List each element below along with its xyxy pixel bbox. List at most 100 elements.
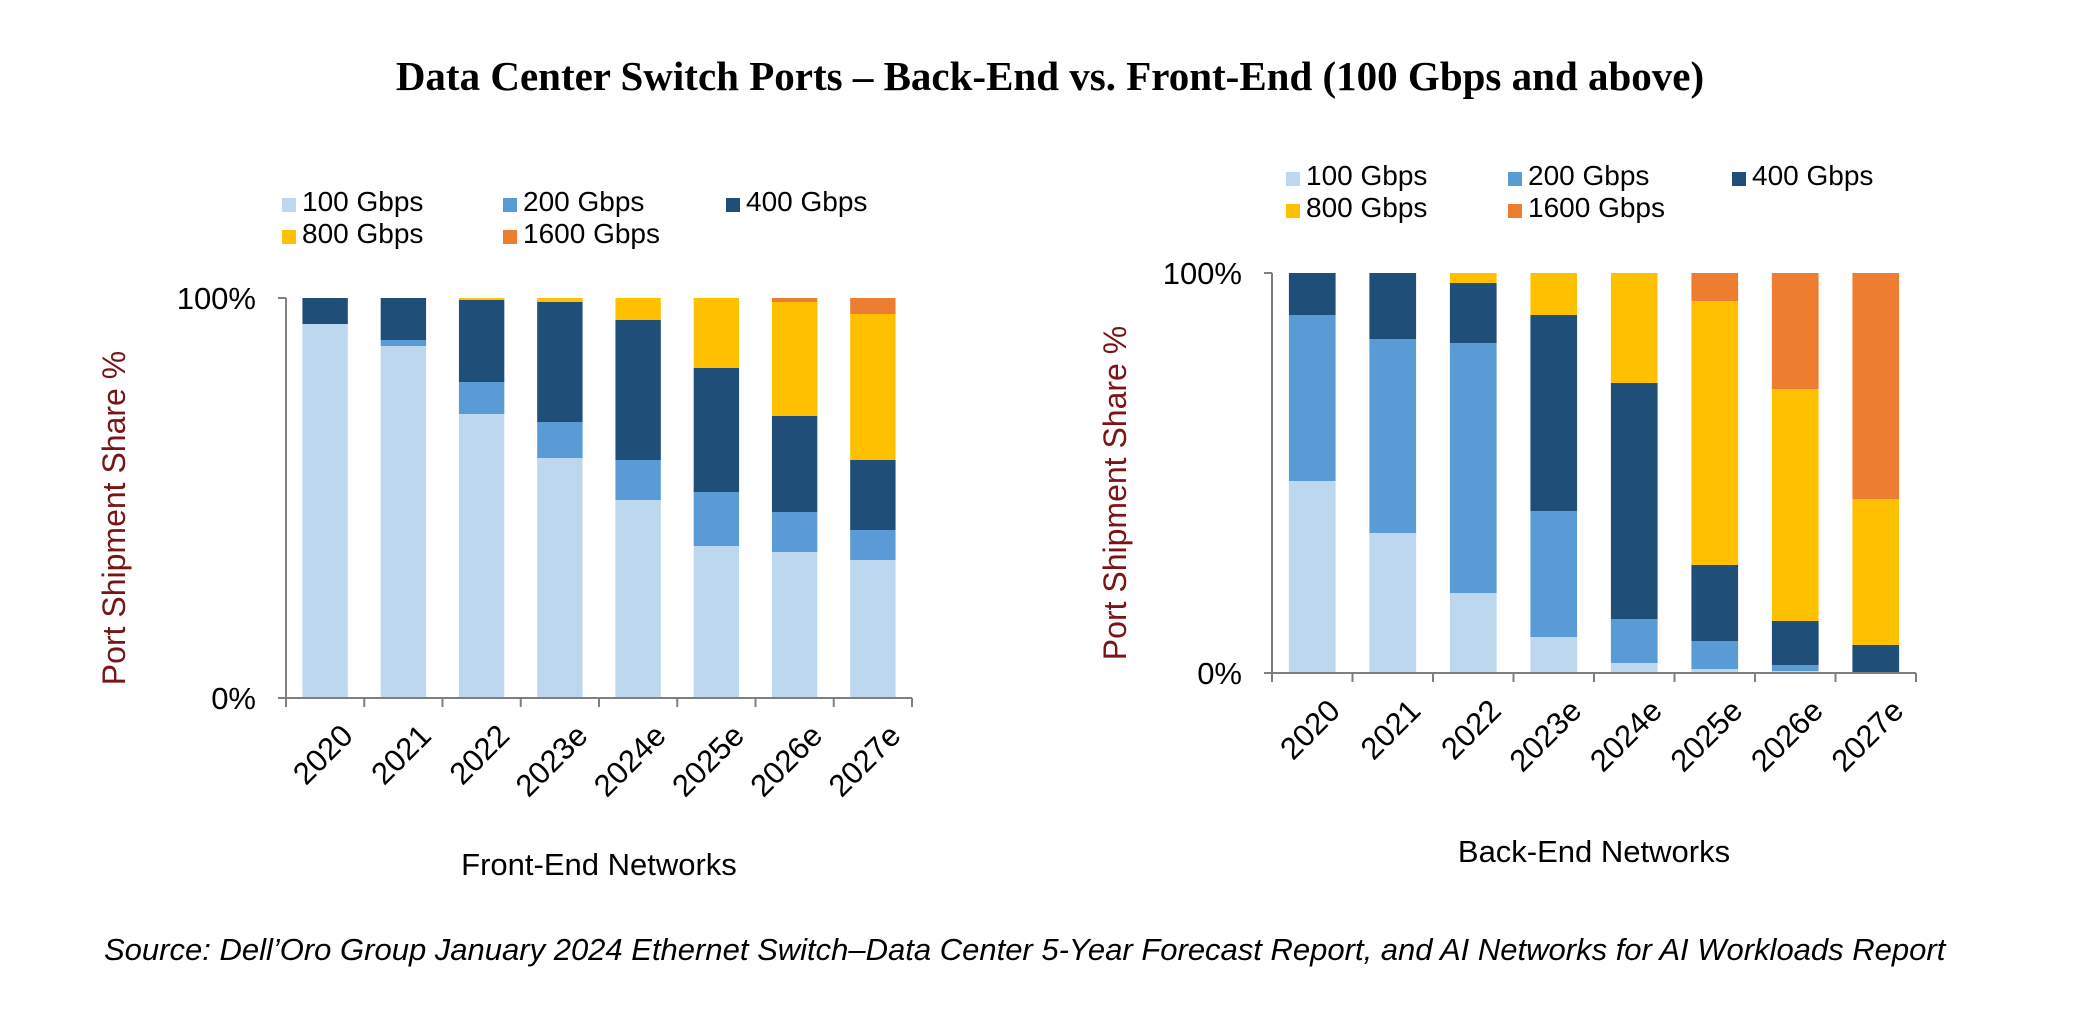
bar-segment (302, 298, 348, 324)
bar-segment (1771, 389, 1819, 621)
x-tick-label: 2027e (1825, 693, 1911, 779)
legend-swatch-200-gbps (503, 198, 517, 212)
x-tick-label: 2020 (1273, 693, 1347, 767)
bar-segment (458, 414, 505, 698)
y-tick-label: 0% (211, 681, 256, 716)
x-tick-label: 2026e (743, 718, 829, 804)
bar-segment (850, 298, 896, 314)
bar-segment (1449, 273, 1497, 283)
x-tick-label: 2024e (1583, 693, 1669, 779)
bar-segment (1288, 315, 1336, 481)
x-tick-label: 2025e (665, 718, 751, 804)
bar-segment (1691, 301, 1739, 565)
bar-segment (771, 552, 818, 698)
legend-label: 800 Gbps (1306, 192, 1427, 223)
x-tick-label: 2021 (364, 718, 438, 792)
x-tick-label: 2024e (587, 718, 673, 804)
bar-segment (1610, 619, 1658, 663)
bar-segment (302, 324, 348, 698)
bar-segment (771, 416, 818, 512)
legend-swatch-100-gbps (1286, 172, 1300, 186)
bar-segment (1288, 481, 1336, 673)
bar-segment (537, 302, 583, 422)
bar-segment (1691, 273, 1739, 301)
legend-label: 400 Gbps (1752, 160, 1873, 191)
legend-label: 200 Gbps (1528, 160, 1649, 191)
x-tick-label: 2020 (286, 718, 360, 792)
x-tick-label: 2022 (443, 718, 517, 792)
bar-segment (1691, 565, 1739, 641)
legend-label: 800 Gbps (302, 218, 423, 249)
bar-segment (771, 512, 818, 552)
legend-swatch-1600-gbps (503, 230, 517, 244)
bar-segment (1530, 637, 1578, 673)
y-tick-label: 100% (177, 281, 256, 316)
legend-label: 100 Gbps (302, 186, 423, 217)
bar-segment (1369, 339, 1417, 533)
bar-segment (771, 298, 818, 302)
bar-segment (1369, 533, 1417, 673)
bar-segment (537, 422, 583, 458)
bar-segment (1530, 315, 1578, 511)
legend-label: 100 Gbps (1306, 160, 1427, 191)
bar-segment (850, 530, 896, 560)
legend-label: 1600 Gbps (1528, 192, 1665, 223)
x-tick-label: 2023e (509, 718, 595, 804)
bar-segment (1449, 283, 1497, 343)
bar-segment (771, 302, 818, 416)
bar-segment (1369, 273, 1417, 339)
bar-segment (1610, 383, 1658, 619)
back-end-chart: 100 Gbps 200 Gbps 400 Gbps 800 Gbps 1600 Gbp… (1097, 160, 1917, 869)
bar-segment (615, 500, 661, 698)
front-end-chart: 100 Gbps 200 Gbps 400 Gbps 800 Gbps 1600 Gbp… (96, 186, 913, 882)
x-axis-label: Front-End Networks (461, 847, 737, 882)
bar-segment (380, 346, 427, 698)
page-title: Data Center Switch Ports – Back-End vs. … (395, 53, 1705, 99)
bar-segment (1610, 663, 1658, 673)
x-tick-label: 2026e (1744, 693, 1830, 779)
legend-swatch-400-gbps (726, 198, 740, 212)
y-axis-label: Port Shipment Share % (1097, 326, 1133, 660)
bar-segment (1449, 593, 1497, 673)
x-tick-label: 2023e (1503, 693, 1589, 779)
bar-segment (693, 298, 740, 368)
x-tick-label: 2025e (1664, 693, 1750, 779)
bar-segment (1771, 273, 1819, 389)
x-axis-label: Back-End Networks (1458, 834, 1730, 869)
bar-segment (458, 298, 505, 300)
bar-segment (458, 300, 505, 382)
bar-segment (615, 298, 661, 320)
legend-label: 200 Gbps (523, 186, 644, 217)
bar-segment (693, 368, 740, 492)
bar-segment (615, 460, 661, 500)
y-axis-label: Port Shipment Share % (96, 351, 132, 685)
bar-segment (1852, 645, 1900, 673)
bar-segment (1852, 273, 1900, 499)
bar-segment (850, 560, 896, 698)
bar-segment (693, 492, 740, 546)
legend-swatch-800-gbps (1286, 204, 1300, 218)
legend-swatch-1600-gbps (1508, 204, 1522, 218)
bar-segment (1610, 273, 1658, 383)
bar-segment (1288, 273, 1336, 315)
y-tick-label: 0% (1197, 656, 1242, 691)
bar-segment (1852, 499, 1900, 645)
bar-segment (1691, 669, 1739, 673)
bar-segment (693, 546, 740, 698)
legend-swatch-400-gbps (1732, 172, 1746, 186)
y-tick-label: 100% (1163, 256, 1242, 291)
bar-segment (1530, 511, 1578, 637)
bar-segment (850, 460, 896, 530)
bar-segment (1771, 621, 1819, 665)
legend-label: 400 Gbps (746, 186, 867, 217)
legend-swatch-200-gbps (1508, 172, 1522, 186)
bar-segment (1691, 641, 1739, 669)
legend-swatch-100-gbps (282, 198, 296, 212)
x-tick-label: 2022 (1434, 693, 1508, 767)
source-note: Source: Dell’Oro Group January 2024 Ethe… (104, 932, 1946, 967)
bar-segment (850, 314, 896, 460)
bar-segment (380, 340, 427, 346)
bar-segment (1449, 343, 1497, 593)
bar-segment (537, 458, 583, 698)
